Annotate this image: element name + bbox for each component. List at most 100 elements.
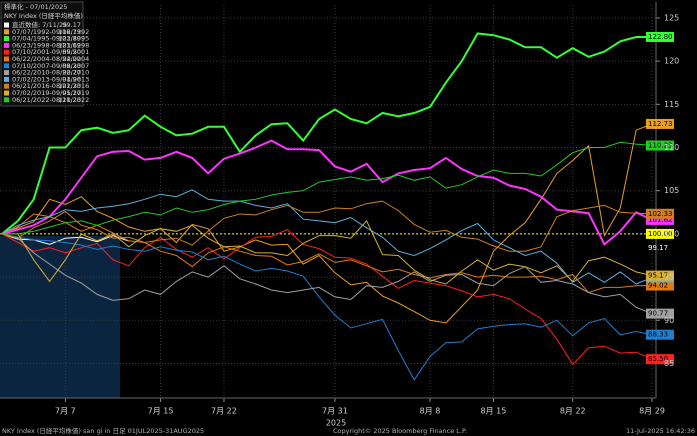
legend-label: 07/07/1992-09/06/1992 [12,28,89,36]
value-tag-label: 94.02 [648,282,668,290]
series-line [1,123,653,324]
legend-swatch [4,22,9,28]
lines [0,32,656,381]
legend-value: 112.73 [58,28,81,36]
value-tag [646,118,674,129]
legend-value: 85.50 [62,48,81,56]
chart-title: 標準化 - 07/01/2025 [4,2,67,11]
value-tag-label: 112.73 [648,120,673,128]
legend-swatch [4,83,9,89]
value-tag-label: 101.62 [648,216,673,224]
series-line [1,32,652,235]
y-tick-label: 105 [664,186,679,195]
x-tick-label: 7月 22 [211,407,237,416]
legend-swatch [4,97,9,103]
x-tick-label: 7月 7 [55,407,76,416]
legend-value: 110.23 [58,96,81,104]
series-line [1,229,653,366]
legend-label: 06/22/2004-08/22/2004 [12,55,89,63]
legend-swatch [4,49,9,55]
value-tag-label: 110.23 [648,142,673,150]
value-tag-label: 88.33 [648,331,668,339]
series-line [1,233,653,315]
y-tick-label: 115 [664,100,679,109]
footer-left: NKY Index (日経平均株価) san gi in 日足 01JUL202… [2,426,204,435]
series-line [2,220,653,285]
legend-value: 102.33 [58,82,81,90]
series-line [1,139,653,246]
series-line [1,213,653,294]
x-axis-label: 2025 [326,419,346,428]
value-tag-label: 122.80 [648,33,673,41]
x-tick-label: 7月 31 [322,407,348,416]
value-tag [646,329,674,340]
x-tick-label: 8月 22 [560,407,586,416]
y-tick-label: 90 [664,316,674,325]
value-tags: 100.00 99.17 112.73 122.80 101.62 85.50 94.02 8… [646,31,674,365]
legend-swatch [4,76,9,82]
y-tick-label: 125 [664,13,679,22]
value-tag [646,280,674,291]
x-tick-label: 8月 29 [639,407,665,416]
series-line [2,141,653,235]
legend-label: 06/23/1998-08/23/1998 [12,41,89,49]
y-tick-label: 85 [664,359,674,368]
legend-swatch [4,63,9,69]
series-line [1,189,653,285]
legend-label: 07/02/2013-09/01/2013 [12,75,89,83]
value-tag [646,270,674,281]
legend-label: 06/21/2022-08/21/2022 [12,96,89,104]
y-tick-label: 95 [664,273,674,282]
reference-label: 100.00 [648,230,673,238]
legend-box [0,1,84,107]
value-tag-label: 95.17 [648,272,668,280]
legend-label: 直近数値: 7/11/25 [12,20,67,29]
legend: 直近数値: 7/11/2599.1707/07/1992-09/06/19921… [4,20,89,104]
value-tag [646,354,674,365]
x-tick-label: 8月 15 [481,407,507,416]
legend-swatch [4,36,9,42]
legend-value: 99.17 [62,21,81,29]
chart-subtitle: NKY Index (日経平均株価) [4,11,83,20]
legend-label: 07/04/1995-09/03/1995 [12,35,89,43]
legend-label: 06/21/2016-08/21/2016 [12,82,89,90]
value-tag-label: 99.17 [648,244,668,252]
legend-swatch [4,29,9,35]
value-tag [646,140,674,151]
value-tag-label: 102.33 [648,210,673,218]
legend-value: 122.80 [58,35,81,43]
legend-swatch [4,42,9,48]
value-tag [646,214,674,225]
x-tick-label: 7月 15 [148,407,174,416]
footer-right: 11-Jul-2025 16:42:36 [626,427,695,435]
legend-value: 101.62 [58,41,81,49]
legend-value: 88.33 [62,62,81,70]
legend-label: 07/10/2007-09/09/2007 [12,62,89,70]
legend-value: 90.77 [62,69,81,77]
value-tag [646,31,674,42]
legend-label: 07/10/2001-09/09/2001 [12,48,89,56]
value-tag [646,308,674,319]
value-tag-label: 90.77 [648,310,668,318]
value-tag [646,208,674,219]
legend-label: 07/02/2019-09/01/2019 [12,89,89,97]
series-line [1,200,653,252]
x-tick-label: 8月 8 [420,407,441,416]
y-tick-label: 120 [664,57,679,66]
reference-tag [646,228,674,239]
legend-value: 95.17 [62,89,81,97]
legend-value: 94.02 [62,55,81,63]
series-line [1,233,653,381]
legend-swatch [4,70,9,76]
series-line [1,233,129,245]
shaded-region [0,236,120,398]
legend-label: 06/22/2010-08/22/2010 [12,69,89,77]
legend-value: 94.96 [62,75,81,83]
y-tick-label: 100 [664,229,679,238]
footer-center: Copyright© 2025 Bloomberg Finance L.P. [333,427,467,435]
y-tick-label: 110 [664,143,679,152]
legend-swatch [4,56,9,62]
value-tag-label: 85.50 [648,355,668,363]
legend-swatch [4,90,9,96]
